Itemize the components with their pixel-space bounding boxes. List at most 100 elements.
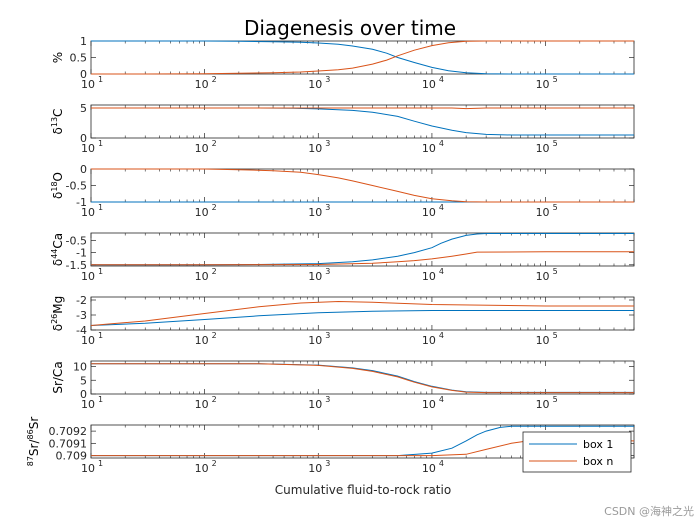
- x-tick-exponent: 4: [439, 75, 444, 84]
- x-tick-label: 10: [536, 78, 550, 91]
- y-tick-label: 0: [80, 68, 87, 81]
- y-tick-label: 0: [80, 163, 87, 176]
- x-tick-exponent: 2: [212, 395, 217, 404]
- y-axis-label: Sr/Ca: [51, 361, 65, 393]
- x-tick-label: 10: [195, 78, 209, 91]
- x-tick-exponent: 5: [553, 203, 558, 212]
- x-axis-label: Cumulative fluid-to-rock ratio: [275, 483, 451, 497]
- y-axis-label: δ13C: [50, 109, 65, 135]
- chart-title: Diagenesis over time: [244, 16, 456, 40]
- x-tick-exponent: 1: [98, 395, 103, 404]
- legend-label: box n: [583, 455, 613, 468]
- x-tick-exponent: 4: [439, 203, 444, 212]
- x-tick-label: 10: [536, 270, 550, 283]
- x-tick-exponent: 1: [98, 331, 103, 340]
- x-tick-exponent: 1: [98, 267, 103, 276]
- x-tick-label: 10: [422, 270, 436, 283]
- x-tick-label: 10: [536, 206, 550, 219]
- x-tick-exponent: 3: [325, 267, 330, 276]
- series-line-box1: [90, 310, 634, 326]
- x-tick-label: 10: [422, 462, 436, 475]
- x-tick-exponent: 2: [212, 75, 217, 84]
- axes-box: [90, 40, 635, 75]
- legend-label: box 1: [583, 438, 613, 451]
- x-tick-label: 10: [81, 270, 95, 283]
- legend-box: [522, 431, 632, 473]
- axes-box: [90, 104, 635, 139]
- x-tick-label: 10: [81, 398, 95, 411]
- x-tick-label: 10: [536, 334, 550, 347]
- x-tick-label: 10: [422, 206, 436, 219]
- x-tick-exponent: 5: [553, 395, 558, 404]
- x-tick-exponent: 1: [98, 139, 103, 148]
- series-line-boxn: [90, 300, 634, 326]
- y-tick-label: 1: [80, 35, 87, 48]
- x-tick-exponent: 4: [439, 395, 444, 404]
- x-tick-exponent: 4: [439, 267, 444, 276]
- x-tick-exponent: 2: [212, 331, 217, 340]
- x-tick-exponent: 1: [98, 203, 103, 212]
- series-line-box1: [91, 40, 634, 75]
- x-tick-label: 10: [308, 334, 322, 347]
- y-tick-label: -3: [76, 309, 87, 322]
- x-tick-exponent: 5: [553, 75, 558, 84]
- series-line-box1: [91, 233, 634, 266]
- y-tick-label: -1: [76, 196, 87, 209]
- x-tick-exponent: 3: [325, 395, 330, 404]
- x-tick-label: 10: [536, 142, 550, 155]
- y-tick-label: -0.5: [66, 234, 87, 247]
- x-tick-label: 10: [308, 142, 322, 155]
- y-tick-label: -1: [76, 247, 87, 260]
- x-tick-exponent: 5: [553, 331, 558, 340]
- subplot-stack: 10 1 10 2 10 3 10 4 10 500.51%10 1 10 2 10 3 10 4 10 505δ1…: [26, 35, 635, 475]
- x-tick-label: 10: [422, 78, 436, 91]
- x-tick-exponent: 2: [212, 267, 217, 276]
- series-line-boxn: [91, 168, 634, 203]
- y-tick-label: 0.709: [56, 450, 88, 463]
- x-tick-label: 10: [422, 398, 436, 411]
- x-tick-exponent: 4: [439, 459, 444, 468]
- y-tick-label: -2: [76, 294, 87, 307]
- y-tick-label: 0.7092: [49, 425, 88, 438]
- x-tick-exponent: 2: [212, 139, 217, 148]
- x-tick-exponent: 3: [325, 459, 330, 468]
- x-tick-exponent: 1: [98, 75, 103, 84]
- y-tick-label: 0: [80, 132, 87, 145]
- x-tick-exponent: 3: [325, 331, 330, 340]
- y-tick-label: 0: [80, 388, 87, 401]
- x-tick-exponent: 3: [325, 75, 330, 84]
- y-tick-label: -0.5: [66, 180, 87, 193]
- x-tick-label: 10: [308, 398, 322, 411]
- x-tick-label: 10: [308, 206, 322, 219]
- watermark: CSDN @海神之光: [604, 505, 694, 518]
- x-tick-label: 10: [308, 462, 322, 475]
- x-tick-label: 10: [308, 78, 322, 91]
- x-tick-exponent: 4: [439, 139, 444, 148]
- x-tick-exponent: 4: [439, 331, 444, 340]
- x-tick-exponent: 5: [553, 139, 558, 148]
- x-tick-exponent: 2: [212, 459, 217, 468]
- series-line-boxn: [91, 107, 634, 110]
- series-line-boxn: [91, 363, 634, 394]
- y-axis-label: 87Sr/86Sr: [26, 417, 41, 467]
- x-tick-exponent: 5: [553, 267, 558, 276]
- x-tick-label: 10: [81, 334, 95, 347]
- subplot-pct: 10 1 10 2 10 3 10 4 10 500.51%: [51, 35, 635, 91]
- legend: box 1 box n: [522, 431, 632, 473]
- x-tick-label: 10: [195, 334, 209, 347]
- x-tick-label: 10: [195, 206, 209, 219]
- x-tick-label: 10: [195, 270, 209, 283]
- y-tick-label: 5: [80, 102, 87, 115]
- x-tick-label: 10: [422, 142, 436, 155]
- x-tick-label: 10: [308, 270, 322, 283]
- y-tick-label: 10: [73, 361, 87, 374]
- y-tick-label: 0.5: [70, 52, 88, 65]
- x-tick-label: 10: [81, 462, 95, 475]
- series-line-boxn: [91, 40, 634, 75]
- y-tick-label: -1.5: [66, 259, 87, 272]
